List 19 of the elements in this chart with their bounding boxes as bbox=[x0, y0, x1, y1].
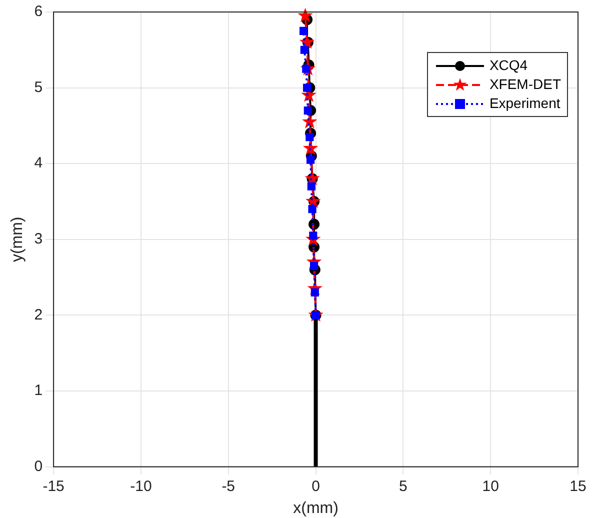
x-tick-label: 0 bbox=[312, 478, 320, 495]
legend-label: XFEM-DET bbox=[489, 75, 561, 94]
x-tick-label: 15 bbox=[570, 478, 586, 495]
x-tick-label: -5 bbox=[222, 478, 236, 495]
y-tick-label: 2 bbox=[34, 306, 43, 324]
x-tick-label: -10 bbox=[130, 478, 152, 495]
x-tick-label: 5 bbox=[399, 478, 408, 495]
y-tick-label: 1 bbox=[34, 382, 43, 400]
x-tick-label: -15 bbox=[42, 478, 64, 495]
y-tick-label: 4 bbox=[34, 154, 43, 172]
legend-label: Experiment bbox=[489, 94, 560, 113]
y-tick-label: 3 bbox=[34, 230, 43, 248]
y-axis-title: y(mm) bbox=[9, 216, 26, 262]
y-tick-label: 0 bbox=[34, 458, 43, 475]
x-axis-title: x(mm) bbox=[293, 500, 338, 517]
x-tick-label: 10 bbox=[482, 478, 499, 495]
legend-label: XCQ4 bbox=[489, 56, 528, 75]
y-tick-label: 5 bbox=[34, 78, 43, 96]
y-tick-label: 6 bbox=[34, 3, 43, 20]
